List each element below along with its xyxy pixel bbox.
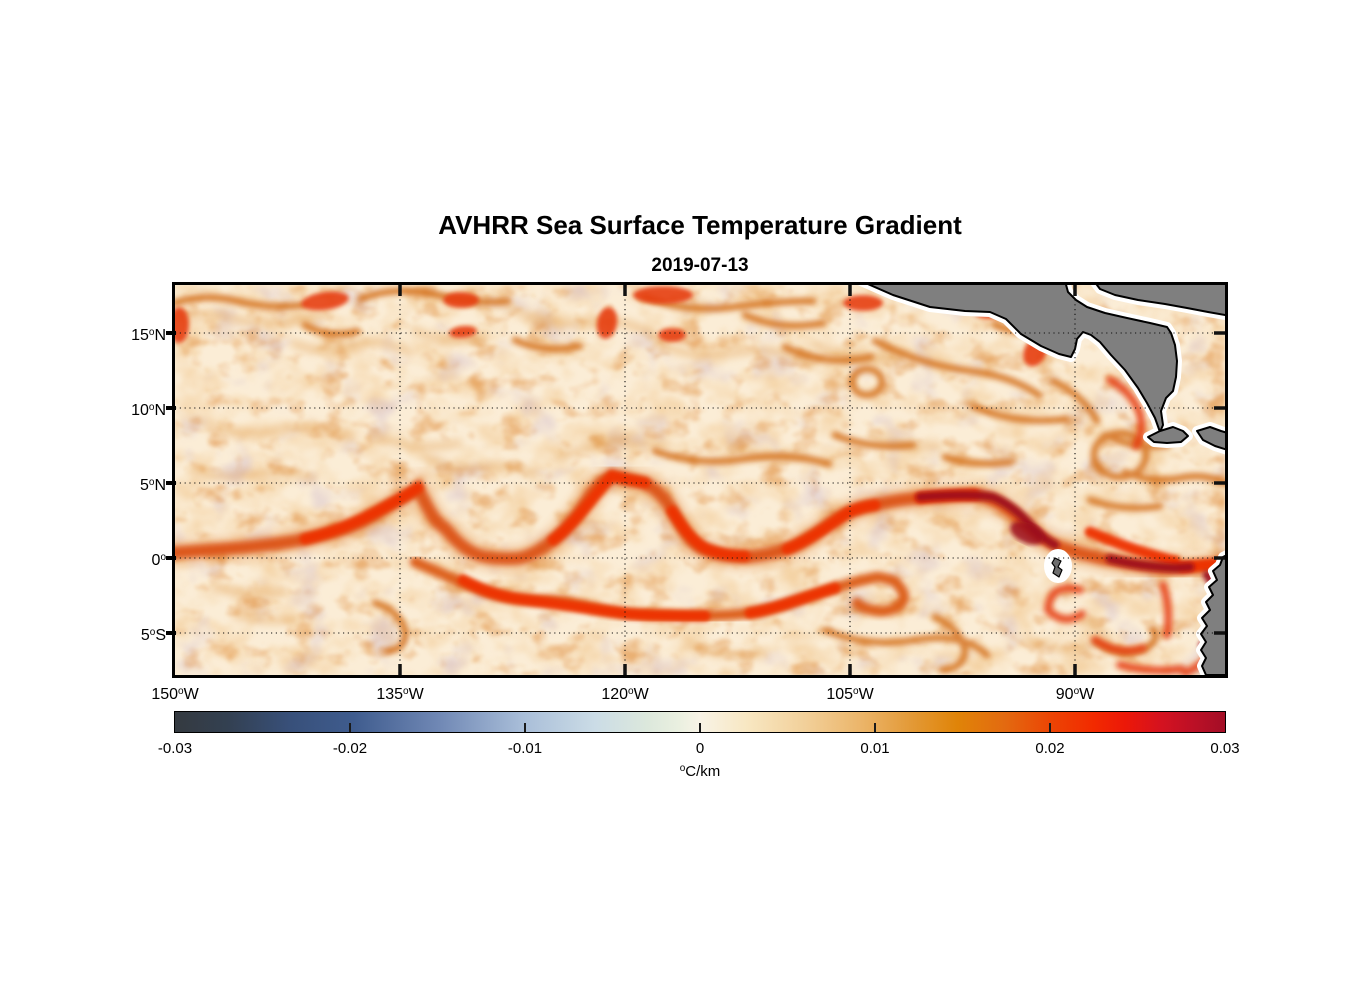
- degree-superscript: o: [178, 686, 184, 697]
- x-tick-label-105W: 105oW: [826, 686, 874, 703]
- colorbar-unit-label: oC/km: [679, 763, 721, 780]
- y-tick-mark: [166, 631, 176, 635]
- colorbar-label-0.01: 0.01: [860, 740, 890, 757]
- y-tick-label-15N: 15oN: [131, 327, 166, 344]
- degree-superscript: o: [149, 627, 156, 638]
- chart-title: AVHRR Sea Surface Temperature Gradient: [438, 210, 962, 240]
- x-tick-label-120W: 120oW: [601, 686, 649, 703]
- degree-superscript: o: [148, 402, 155, 413]
- panama-land: [1196, 426, 1225, 451]
- y-tick-label-10N: 10oN: [131, 402, 166, 419]
- degree-superscript: o: [160, 552, 166, 563]
- map-plot-area: [172, 282, 1228, 678]
- colorbar-label-0.03: 0.03: [1210, 740, 1240, 757]
- degree-superscript: o: [403, 686, 409, 697]
- sst-gradient-map: [175, 285, 1225, 675]
- y-tick-mark: [166, 481, 176, 485]
- y-tick-mark: [166, 406, 176, 410]
- degree-superscript: o: [628, 686, 634, 697]
- crimson-blob: [1010, 521, 1044, 545]
- degree-superscript: o: [679, 763, 686, 774]
- colorbar-label--0.01: -0.01: [507, 740, 543, 757]
- land-fill: [867, 285, 1225, 675]
- degree-superscript: o: [1073, 686, 1080, 697]
- y-tick-label-5S: 5oS: [140, 627, 166, 644]
- colorbar-tick-mark: [874, 723, 876, 732]
- degree-superscript: o: [853, 686, 859, 697]
- costa-rica-land: [1147, 426, 1189, 444]
- front-bright-cores: [299, 469, 1225, 622]
- y-tick-mark: [166, 556, 176, 560]
- x-tick-label-90W: 90oW: [1055, 686, 1095, 703]
- colorbar-tick-mark: [349, 723, 351, 732]
- y-tick-mark: [166, 331, 176, 335]
- yucatan-corner-land: [1095, 285, 1225, 316]
- y-tick-label-0: 0o: [151, 552, 166, 569]
- x-tick-label-135W: 135oW: [376, 686, 424, 703]
- degree-superscript: o: [148, 327, 155, 338]
- land-masses: [858, 285, 1225, 675]
- degree-superscript: o: [148, 477, 155, 488]
- axis-tick-marks: [398, 285, 1225, 675]
- y-tick-label-5N: 5oN: [139, 477, 166, 494]
- galapagos-islands: [1051, 557, 1063, 578]
- colorbar-tick-mark: [699, 723, 701, 732]
- faint-filaments: [177, 302, 1111, 659]
- orange-filaments: [175, 287, 1225, 674]
- south-america-land: [1200, 554, 1225, 675]
- x-tick-label-150W: 150oW: [151, 686, 199, 703]
- colorbar-label-0: 0: [695, 740, 705, 757]
- colorbar-tick-mark: [1049, 723, 1051, 732]
- colorbar-label--0.03: -0.03: [157, 740, 193, 757]
- colorbar-label-0.02: 0.02: [1035, 740, 1065, 757]
- chart-subtitle: 2019-07-13: [651, 255, 749, 276]
- colorbar-tick-mark: [524, 723, 526, 732]
- colorbar-label--0.02: -0.02: [332, 740, 368, 757]
- colorbar: [174, 711, 1226, 733]
- central-america-land: [867, 285, 1178, 433]
